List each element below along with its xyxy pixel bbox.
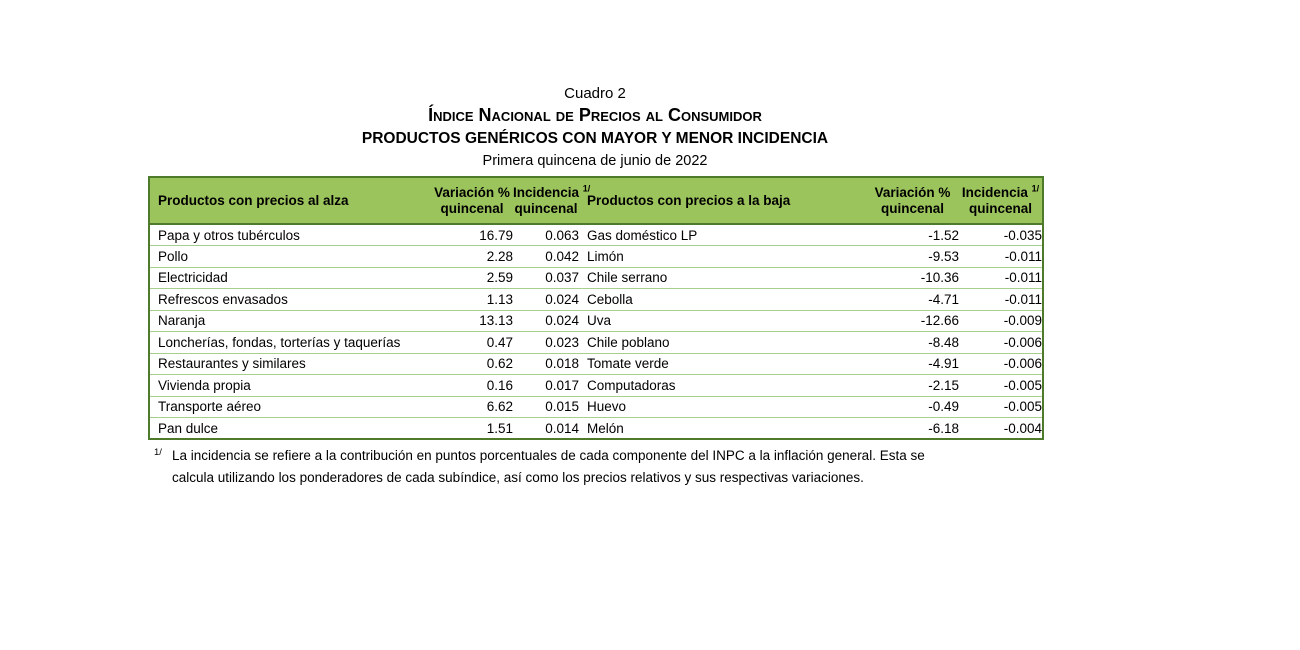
product-baja-cell: Cebolla — [587, 291, 633, 307]
incidence-alza-cell: 0.023 — [545, 334, 579, 350]
variation-alza-cell: 2.59 — [486, 270, 513, 286]
incidence-alza-cell: 0.042 — [545, 248, 579, 264]
product-baja-cell: Limón — [587, 248, 624, 264]
header-incidence-label: Incidencia — [961, 184, 1028, 200]
product-baja-cell: Uva — [587, 313, 612, 329]
table-row: Loncherías, fondas, torterías y taquería… — [149, 331, 1043, 354]
header-alza-products: Productos con precios al alza — [158, 192, 349, 208]
footnote-reference-mark: 1/ — [1031, 183, 1040, 193]
header-row: Productos con precios al alza Variación … — [149, 177, 1043, 224]
product-alza-cell: Papa y otros tubérculos — [158, 227, 300, 243]
footnote-reference-mark: 1/ — [582, 183, 591, 193]
product-baja-cell: Melón — [587, 420, 624, 436]
incidence-alza-cell: 0.014 — [545, 420, 579, 436]
header-variation-label: Variación % — [434, 184, 510, 200]
header-variation-sublabel: quincenal — [440, 200, 504, 216]
header-variation-baja: Variación % quincenal — [866, 177, 959, 224]
variation-alza-cell: 2.28 — [486, 248, 513, 264]
incidence-baja-cell: -0.006 — [1003, 334, 1042, 350]
variation-alza-cell: 1.51 — [486, 420, 513, 436]
variation-alza-cell: 13.13 — [479, 313, 513, 329]
variation-alza-cell: 0.16 — [486, 377, 513, 393]
product-baja-cell: Computadoras — [587, 377, 676, 393]
header-incidence-sublabel: quincenal — [968, 200, 1032, 216]
product-alza-cell: Transporte aéreo — [158, 399, 262, 415]
header-incidence-baja: Incidencia 1/quincenal — [959, 177, 1043, 224]
table-caption: Cuadro 2 — [564, 85, 626, 102]
incidence-baja-cell: -0.005 — [1003, 399, 1042, 415]
product-alza-cell: Vivienda propia — [158, 377, 251, 393]
incidence-alza-cell: 0.063 — [545, 227, 579, 243]
table-row: Pan dulce 1.51 0.014 Melón -6.18 -0.004 — [149, 417, 1043, 440]
product-alza-cell: Restaurantes y similares — [158, 356, 306, 372]
document-page: Cuadro 2 Índice Nacional de Precios al C… — [148, 84, 1044, 489]
variation-baja-cell: -0.49 — [928, 399, 959, 415]
incidence-alza-cell: 0.017 — [545, 377, 579, 393]
incidence-baja-cell: -0.004 — [1003, 420, 1042, 436]
incidence-baja-cell: -0.035 — [1003, 227, 1042, 243]
incidence-baja-cell: -0.011 — [1004, 248, 1042, 264]
table-header: Productos con precios al alza Variación … — [149, 177, 1043, 224]
variation-alza-cell: 6.62 — [486, 399, 513, 415]
table-row: Electricidad 2.59 0.037 Chile serrano -1… — [149, 267, 1043, 289]
table-row: Transporte aéreo 6.62 0.015 Huevo -0.49 … — [149, 396, 1043, 418]
product-alza-cell: Electricidad — [158, 270, 228, 286]
variation-alza-cell: 0.62 — [486, 356, 513, 372]
footnote: 1/ La incidencia se refiere a la contrib… — [154, 445, 1042, 489]
table-row: Pollo 2.28 0.042 Limón -9.53 -0.011 — [149, 245, 1043, 268]
product-baja-cell: Huevo — [587, 399, 627, 415]
variation-baja-cell: -1.52 — [928, 227, 959, 243]
incidence-baja-cell: -0.005 — [1003, 377, 1042, 393]
table-row: Refrescos envasados 1.13 0.024 Cebolla -… — [149, 288, 1043, 311]
table-row: Vivienda propia 0.16 0.017 Computadoras … — [149, 374, 1043, 397]
incidence-baja-cell: -0.006 — [1003, 356, 1042, 372]
title-products: PRODUCTOS GENÉRICOS CON MAYOR Y MENOR IN… — [361, 130, 829, 147]
header-incidence-alza: Incidencia 1/quincenal — [513, 177, 590, 224]
product-baja-cell: Chile serrano — [587, 270, 668, 286]
product-alza-cell: Refrescos envasados — [158, 291, 288, 307]
table-row: Restaurantes y similares 0.62 0.018 Toma… — [149, 353, 1043, 375]
variation-alza-cell: 0.47 — [486, 334, 513, 350]
table-row: Naranja 13.13 0.024 Uva -12.66 -0.009 — [149, 310, 1043, 332]
table-row: Papa y otros tubérculos 16.79 0.063 Gas … — [149, 224, 1043, 246]
variation-baja-cell: -9.53 — [928, 248, 959, 264]
header-variation-alza: Variación % quincenal — [431, 177, 513, 224]
product-alza-cell: Pollo — [158, 248, 189, 264]
variation-baja-cell: -10.36 — [920, 270, 959, 286]
incidence-alza-cell: 0.024 — [545, 313, 579, 329]
footnote-marker: 1/ — [154, 447, 162, 458]
incidence-alza-cell: 0.024 — [545, 291, 579, 307]
table-body: Papa y otros tubérculos 16.79 0.063 Gas … — [149, 224, 1043, 439]
title-inpc: Índice Nacional de Precios al Consumidor — [428, 105, 762, 125]
product-baja-cell: Tomate verde — [587, 356, 669, 372]
product-baja-cell: Chile poblano — [587, 334, 670, 350]
product-alza-cell: Naranja — [158, 313, 206, 329]
incidence-baja-cell: -0.009 — [1003, 313, 1042, 329]
variation-baja-cell: -2.15 — [928, 377, 959, 393]
product-alza-cell: Pan dulce — [158, 420, 219, 436]
product-baja-cell: Gas doméstico LP — [587, 227, 698, 243]
variation-alza-cell: 16.79 — [479, 227, 513, 243]
header-baja-products: Productos con precios a la baja — [587, 192, 791, 208]
header-incidence-sublabel: quincenal — [514, 200, 578, 216]
variation-baja-cell: -6.18 — [928, 420, 959, 436]
footnote-line: La incidencia se refiere a la contribuci… — [172, 448, 925, 463]
incidence-baja-cell: -0.011 — [1004, 270, 1042, 286]
variation-baja-cell: -8.48 — [928, 334, 959, 350]
header-variation-sublabel: quincenal — [880, 200, 944, 216]
header-incidence-label: Incidencia — [513, 184, 580, 200]
variation-baja-cell: -12.66 — [920, 313, 959, 329]
product-alza-cell: Loncherías, fondas, torterías y taquería… — [158, 334, 401, 350]
header-variation-label: Variación % — [874, 184, 951, 200]
variation-baja-cell: -4.71 — [928, 291, 959, 307]
incidence-alza-cell: 0.037 — [545, 270, 579, 286]
incidence-table: Productos con precios al alza Variación … — [148, 176, 1044, 440]
incidence-alza-cell: 0.018 — [545, 356, 579, 372]
variation-baja-cell: -4.91 — [928, 356, 959, 372]
title-period: Primera quincena de junio de 2022 — [482, 153, 708, 169]
variation-alza-cell: 1.13 — [486, 291, 513, 307]
incidence-alza-cell: 0.015 — [545, 399, 579, 415]
incidence-baja-cell: -0.011 — [1004, 291, 1042, 307]
footnote-line: calcula utilizando los ponderadores de c… — [172, 470, 864, 485]
